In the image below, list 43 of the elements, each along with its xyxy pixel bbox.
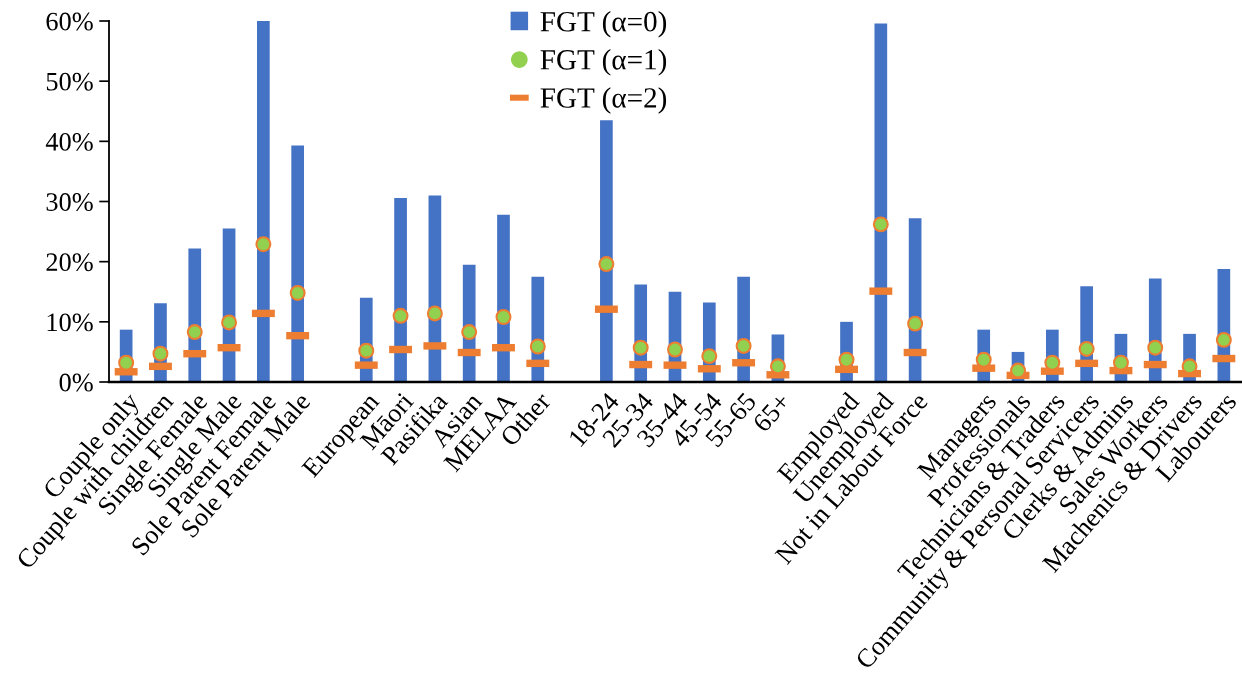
point xyxy=(1181,358,1198,375)
point xyxy=(598,256,615,273)
y-tick-label: 0% xyxy=(59,373,93,392)
point xyxy=(838,351,855,368)
point xyxy=(632,339,649,356)
point xyxy=(701,348,718,365)
point xyxy=(667,341,683,358)
point xyxy=(1112,354,1129,371)
legend-label: FGT (α=0) xyxy=(540,11,667,38)
point xyxy=(1078,340,1095,357)
point xyxy=(1215,331,1232,348)
point xyxy=(461,324,478,341)
legend-label: FGT (α=2) xyxy=(540,87,667,114)
point xyxy=(186,324,203,341)
point xyxy=(1044,354,1061,371)
y-tick-label: 10% xyxy=(47,313,93,332)
y-tick-label: 60% xyxy=(46,12,93,31)
point xyxy=(289,284,306,301)
bar xyxy=(600,120,613,382)
bar xyxy=(291,145,305,382)
point xyxy=(118,354,135,371)
point xyxy=(735,337,752,354)
point xyxy=(152,345,169,362)
point xyxy=(426,305,443,322)
point xyxy=(975,351,992,368)
bar xyxy=(257,21,270,382)
y-tick-label: 40% xyxy=(45,132,93,151)
point xyxy=(358,342,375,359)
point xyxy=(1010,362,1027,379)
y-tick-label: 30% xyxy=(46,193,93,211)
legend-label: FGT (α=1) xyxy=(540,49,667,76)
point xyxy=(1147,339,1164,356)
point xyxy=(529,338,546,355)
point xyxy=(495,309,512,325)
point xyxy=(221,314,238,331)
point xyxy=(255,236,272,253)
y-tick-label: 50% xyxy=(46,72,93,91)
bar xyxy=(874,23,888,382)
point xyxy=(769,358,786,375)
y-tick-label: 20% xyxy=(46,253,93,272)
point xyxy=(907,315,924,332)
point xyxy=(392,307,409,324)
point xyxy=(872,216,889,233)
